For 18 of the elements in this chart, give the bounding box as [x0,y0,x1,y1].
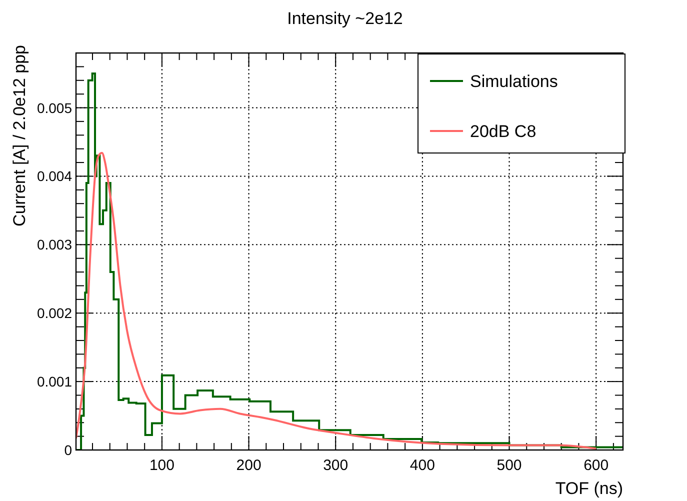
y-axis-title: Current [A] / 2.0e12 ppp [10,45,29,226]
y-tick-label: 0 [64,442,72,458]
x-tick-label: 300 [323,457,348,474]
x-tick-label: 400 [410,457,435,474]
y-tick-label: 0.001 [36,374,72,390]
y-tick-label: 0.003 [36,236,72,253]
legend-label: Simulations [470,72,558,91]
y-tick-label: 0.002 [36,305,72,322]
x-tick-label: 500 [496,457,522,474]
x-tick-label: 600 [584,457,609,474]
x-axis-title: TOF (ns) [555,479,623,498]
y-tick-label: 0.004 [36,168,72,184]
chart-title: Intensity ~2e12 [287,9,403,28]
x-tick-label: 200 [236,457,262,474]
x-tick-label: 100 [149,457,174,474]
line-series [76,152,598,450]
legend-label: 20dB C8 [470,122,536,141]
y-tick-label: 0.005 [36,100,72,116]
